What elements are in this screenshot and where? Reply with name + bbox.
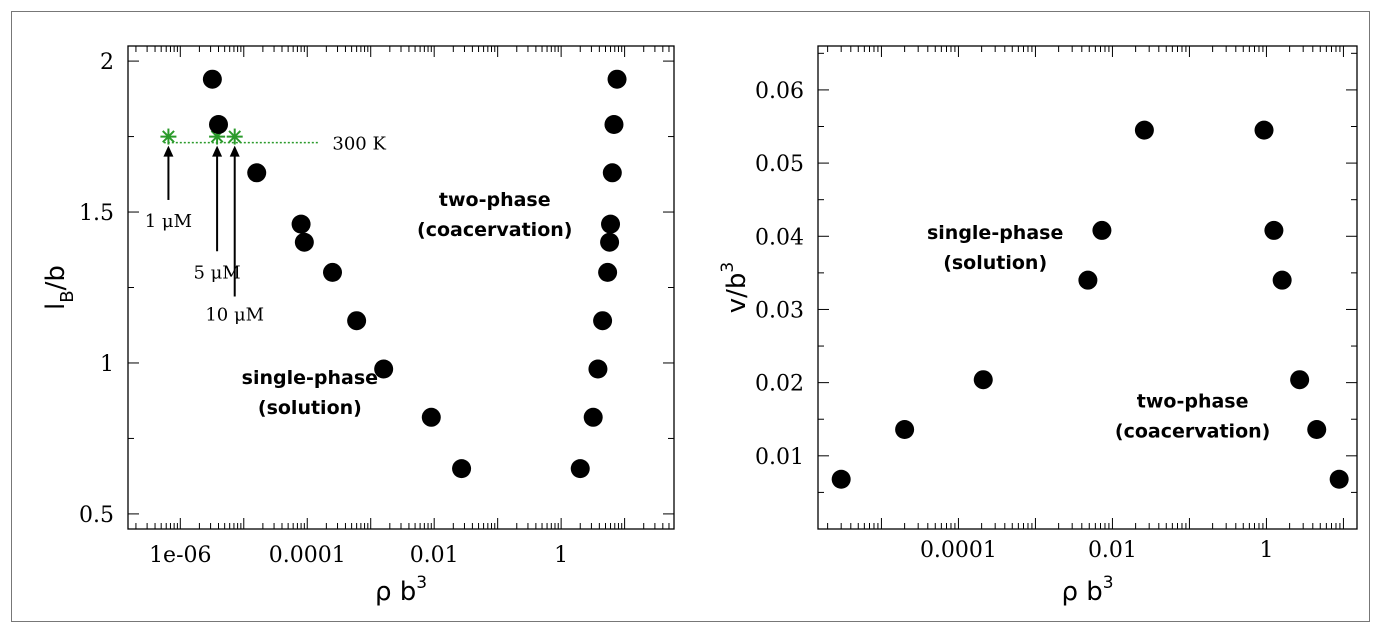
- data-point: [347, 311, 367, 331]
- data-point: [323, 262, 343, 282]
- region-label: two-phase: [439, 189, 551, 211]
- y-axis-title-sub: B: [57, 290, 78, 302]
- y-tick-label: 2: [100, 50, 114, 75]
- chart-panel-1: 1e-06 0.0001 0.01 1 0.5 1 1.5 2 ρ b3 lB/b 300 K 1 μ…: [41, 45, 675, 607]
- y-tick-label: 0.02: [755, 372, 804, 397]
- concentration-label: 10 μM: [205, 305, 264, 326]
- plot-area-frame: [127, 45, 675, 530]
- region-label: single-phase: [242, 367, 378, 389]
- asterisk-stroke: [162, 130, 175, 143]
- x-tick-label: 1: [554, 543, 568, 568]
- arrow-head: [229, 145, 240, 157]
- data-point: [209, 114, 229, 134]
- y-tick-label: 0.06: [755, 79, 804, 104]
- x-tick-label: 0.0001: [920, 538, 997, 563]
- y-axis-title-tail: /b: [41, 265, 71, 290]
- x-tick-label: 0.01: [410, 543, 459, 568]
- concentration-label: 1 μM: [145, 211, 192, 232]
- region-label: (coacervation): [417, 219, 572, 241]
- data-point: [1264, 220, 1284, 240]
- region-label: (solution): [258, 397, 362, 419]
- chart-panel-2: 0.0001 0.01 10.010.020.030.040.050.06ρ b3v…: [718, 45, 1358, 607]
- data-point: [601, 214, 621, 234]
- data-point: [570, 459, 590, 479]
- x-axis-title: ρ b3: [1061, 573, 1113, 607]
- data-point: [247, 163, 267, 183]
- y-tick-label: 0.04: [755, 225, 804, 250]
- concentration-label: 5 μM: [193, 262, 240, 283]
- y-axis-title-main: v/b: [722, 273, 752, 314]
- x-tick-label: 1e-06: [149, 543, 211, 568]
- data-point: [1307, 419, 1327, 439]
- x-axis-title-sup: 3: [1103, 573, 1114, 593]
- data-point: [607, 69, 627, 89]
- data-point: [1134, 120, 1154, 140]
- y-axis-title-main: l: [41, 303, 71, 310]
- arrow-head: [163, 145, 174, 157]
- data-point: [598, 262, 618, 282]
- reference-line-label: 300 K: [332, 134, 386, 155]
- y-tick-label: 0.05: [755, 152, 804, 177]
- x-tick-label: 1: [1259, 538, 1273, 563]
- data-point: [202, 69, 222, 89]
- reference-line-label-text: 300 K: [332, 134, 386, 155]
- data-point: [374, 359, 394, 379]
- arrow-head: [212, 145, 223, 157]
- concentration-marker: [160, 128, 177, 145]
- asterisk-stroke: [228, 130, 242, 143]
- plot-area-frame: [817, 45, 1358, 530]
- y-tick-label: 1.5: [79, 201, 114, 226]
- y-axis-title: lB/b: [41, 265, 78, 310]
- x-axis-title-main: ρ b: [375, 577, 416, 607]
- data-point: [895, 419, 915, 439]
- region-label: (solution): [943, 252, 1047, 274]
- y-tick-label: 0.03: [755, 298, 804, 323]
- region-label: two-phase: [1137, 391, 1249, 413]
- y-tick-label: 0.5: [79, 503, 114, 528]
- concentration-marker: [226, 128, 243, 145]
- y-tick-label: 1: [100, 352, 114, 377]
- x-axis-title-sup: 3: [416, 573, 427, 593]
- data-point: [294, 232, 314, 252]
- y-tick-label: 0.01: [755, 445, 804, 470]
- data-point: [1078, 270, 1098, 290]
- region-label: single-phase: [927, 222, 1063, 244]
- data-point: [604, 114, 624, 134]
- data-point: [1290, 370, 1310, 390]
- data-point: [1254, 120, 1274, 140]
- data-point: [588, 359, 608, 379]
- data-point: [973, 370, 993, 390]
- data-point: [421, 407, 441, 427]
- data-point: [1272, 270, 1292, 290]
- data-point: [1092, 220, 1112, 240]
- data-point: [831, 469, 851, 489]
- region-label: (coacervation): [1115, 421, 1270, 443]
- data-point: [452, 459, 472, 479]
- data-point: [583, 407, 603, 427]
- y-axis-title-sup: 3: [718, 262, 738, 273]
- data-point: [602, 163, 622, 183]
- x-tick-label: 0.0001: [269, 543, 346, 568]
- x-tick-label: 0.01: [1088, 538, 1137, 563]
- data-point: [1329, 469, 1349, 489]
- x-axis-title: ρ b3: [375, 573, 427, 607]
- data-point: [291, 214, 311, 234]
- data-point: [600, 232, 620, 252]
- x-axis-title-main: ρ b: [1061, 577, 1102, 607]
- y-axis-title: v/b3: [718, 262, 752, 313]
- data-point: [593, 311, 613, 331]
